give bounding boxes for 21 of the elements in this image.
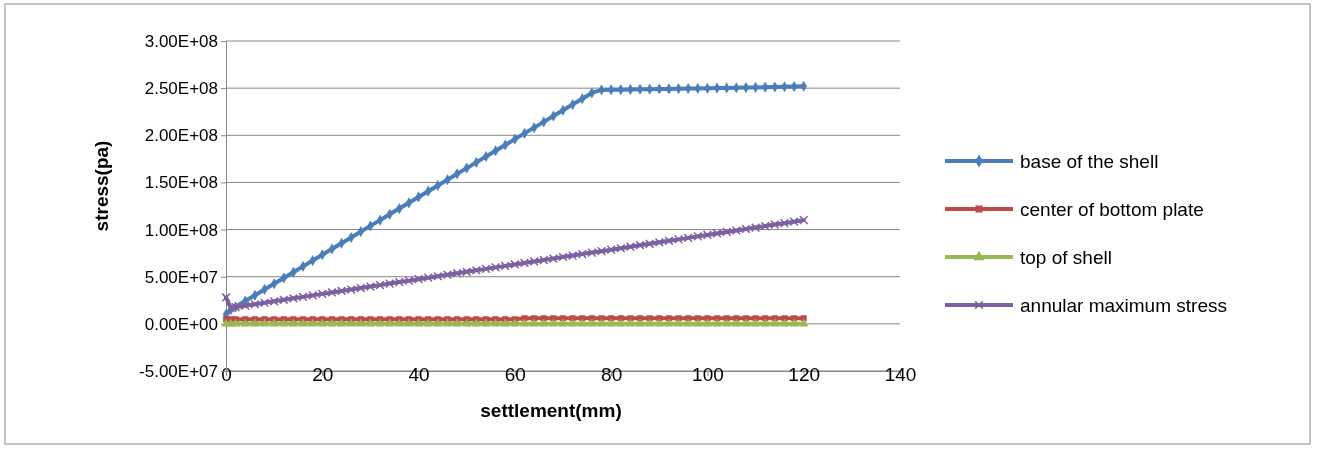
x-tick-label: 60: [504, 363, 526, 385]
y-tick-label: 0.00E+00: [144, 314, 218, 334]
x-tick-label: 140: [884, 363, 917, 385]
y-tick-label: 1.50E+08: [144, 173, 218, 193]
x-tick-label: 120: [788, 363, 821, 385]
x-tick-label: 20: [312, 363, 334, 385]
y-tick-label: 3.00E+08: [144, 31, 218, 51]
x-tick-label: 40: [408, 363, 430, 385]
x-tick-label: 100: [692, 363, 724, 385]
y-tick-label: 1.00E+08: [144, 220, 218, 240]
x-tick-label: 80: [601, 363, 623, 385]
legend-label: top of shell: [1020, 246, 1112, 268]
x-axis-title: settlement(mm): [480, 400, 622, 421]
y-tick-label: 5.00E+07: [144, 267, 218, 287]
y-axis-title: stress(pa): [91, 140, 112, 232]
y-tick-label: 2.00E+08: [144, 126, 218, 146]
y-tick-label: 2.50E+08: [144, 79, 218, 99]
legend-label: annular maximum stress: [1020, 294, 1227, 316]
legend-label: center of bottom plate: [1020, 198, 1204, 220]
y-tick-label: -5.00E+07: [139, 361, 218, 381]
legend-label: base of the shell: [1020, 150, 1159, 172]
